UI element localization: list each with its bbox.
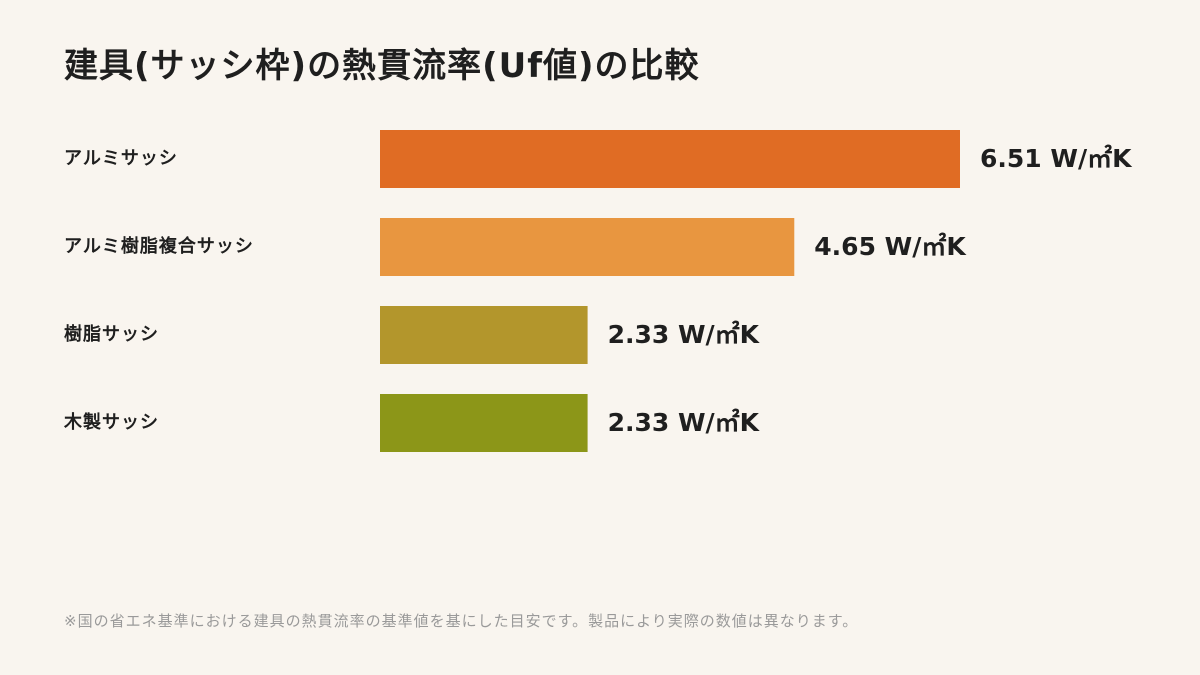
value-label: 4.65 W/㎡K <box>814 232 967 261</box>
category-label: アルミサッシ <box>64 148 178 169</box>
bar <box>380 130 960 188</box>
category-label: アルミ樹脂複合サッシ <box>64 235 254 257</box>
category-label: 木製サッシ <box>63 411 159 433</box>
value-label: 6.51 W/㎡K <box>980 144 1133 173</box>
footnote: ※国の省エネ基準における建具の熱貫流率の基準値を基にした目安です。製品により実際… <box>64 612 859 630</box>
bar <box>380 394 588 452</box>
chart-title: 建具(サッシ枠)の熱貫流率(Uf値)の比較 <box>64 46 700 86</box>
value-label: 2.33 W/㎡K <box>608 320 761 349</box>
bar <box>380 306 588 364</box>
bar <box>380 218 795 276</box>
value-label: 2.33 W/㎡K <box>608 408 761 437</box>
category-label: 樹脂サッシ <box>64 323 159 345</box>
